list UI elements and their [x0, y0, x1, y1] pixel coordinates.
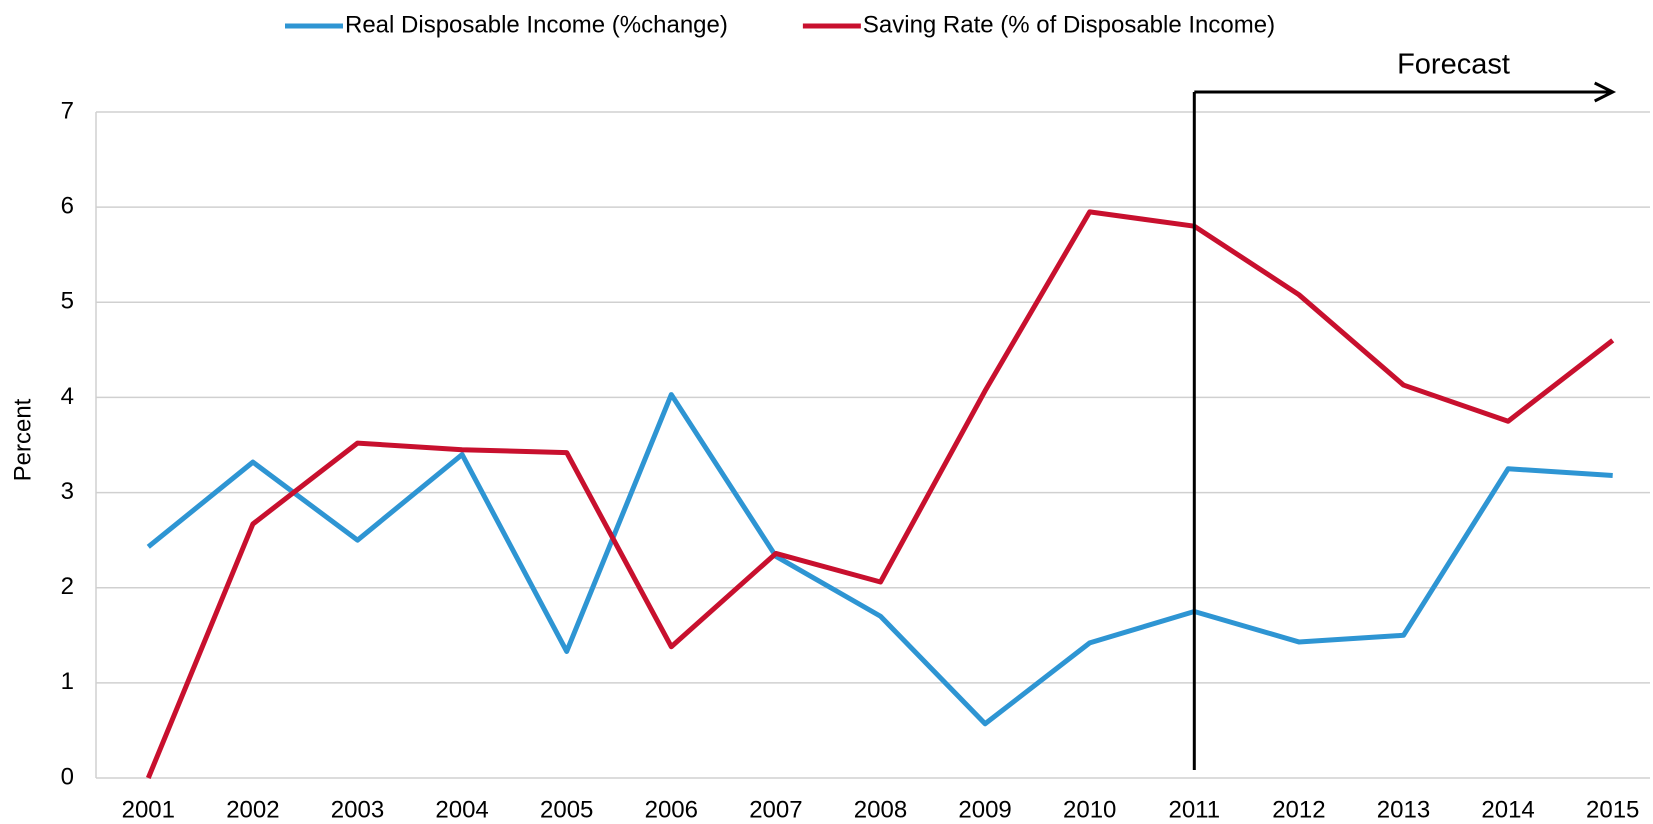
x-tick-label: 2009 — [958, 796, 1011, 823]
x-tick-label: 2011 — [1168, 796, 1220, 823]
x-tick-label: 2007 — [749, 796, 802, 823]
y-tick-label: 1 — [61, 668, 74, 695]
legend-label: Saving Rate (% of Disposable Income) — [863, 11, 1275, 38]
y-tick-label: 5 — [61, 288, 74, 315]
y-tick-label: 6 — [61, 192, 74, 219]
legend: Real Disposable Income (%change) Saving R… — [285, 11, 1275, 38]
annotation: Forecast — [1397, 49, 1510, 81]
x-tick-label: 2010 — [1063, 796, 1116, 823]
x-tick-label: 2008 — [854, 796, 907, 823]
x-tick-label: 2014 — [1481, 796, 1534, 823]
y-tick-label: 7 — [61, 97, 74, 124]
y-tick-label: 4 — [61, 383, 74, 410]
legend-label: Real Disposable Income (%change) — [345, 11, 728, 38]
x-tick-label: 2001 — [122, 796, 175, 823]
data-line — [146, 392, 1613, 727]
arrow-head — [1594, 81, 1617, 103]
x-tick-label: 2012 — [1272, 796, 1325, 823]
x-tick-label: 2002 — [226, 796, 279, 823]
data-line — [145, 209, 1615, 779]
x-tick-label: 2006 — [645, 796, 698, 823]
y-axis-label: Percent — [9, 398, 36, 481]
x-tick-label: 2003 — [331, 796, 384, 823]
x-tick-label: 2013 — [1377, 796, 1430, 823]
x-tick-label: 2005 — [540, 796, 593, 823]
x-tick-label: 2004 — [435, 796, 488, 823]
y-tick-label: 0 — [61, 763, 74, 790]
y-tick-label: 3 — [61, 478, 74, 505]
x-tick-label: 2015 — [1586, 796, 1639, 823]
y-tick-label: 2 — [61, 573, 74, 600]
